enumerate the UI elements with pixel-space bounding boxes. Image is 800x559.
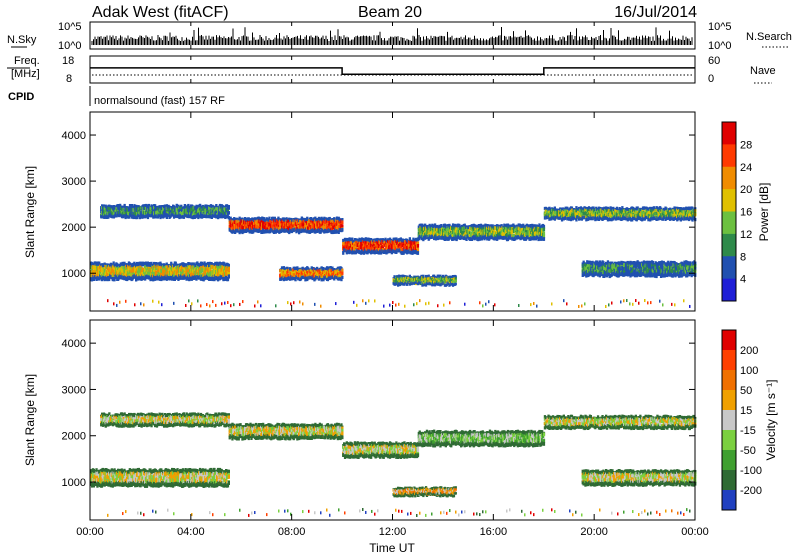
scatter-cell (543, 227, 545, 231)
date-title: 16/Jul/2014 (614, 4, 697, 21)
sky-bars (92, 27, 692, 45)
beam-title: Beam 20 (358, 4, 422, 21)
freq-panel-frame (90, 56, 695, 83)
scatter-cell (341, 269, 343, 272)
scatter-cell (341, 276, 343, 279)
search-tick-high: 10^5 (708, 21, 732, 33)
scatter-cell (228, 211, 230, 214)
scatter-cell (228, 207, 230, 210)
scatter-cell (341, 220, 343, 224)
scatter-cell (228, 267, 230, 271)
sky-label: N.Sky (7, 34, 37, 46)
nave-tick-high: 60 (708, 55, 720, 67)
search-label: N.Search (746, 31, 792, 43)
freq-tick-high: 18 (62, 55, 74, 67)
freq-tick-low: 8 (66, 73, 72, 85)
scatter-cell (417, 248, 419, 252)
station-title: Adak West (fitACF) (92, 4, 229, 21)
cpid-label: CPID (8, 91, 34, 103)
scatter-cell (228, 274, 230, 278)
cpid-program: normalsound (fast) 157 RF (94, 95, 225, 107)
scatter-cell (455, 277, 457, 280)
sky-tick-low: 10^0 (58, 40, 82, 52)
freq-label-2: [MHz] (11, 68, 40, 80)
frequency-line (90, 68, 695, 74)
scatter-cell (417, 244, 419, 248)
sky-tick-high: 10^5 (58, 21, 82, 33)
nave-tick-low: 0 (708, 73, 714, 85)
power-heatmap (90, 204, 696, 308)
scatter-cell (341, 228, 343, 232)
search-tick-low: 10^0 (708, 40, 732, 52)
nave-label: Nave (750, 65, 776, 77)
scatter-cell (341, 272, 343, 275)
scatter-cell (543, 237, 545, 241)
scatter-cell (455, 283, 457, 286)
scatter-cell (417, 251, 419, 255)
scatter-cell (455, 280, 457, 283)
freq-label-1: Freq. (14, 55, 40, 67)
